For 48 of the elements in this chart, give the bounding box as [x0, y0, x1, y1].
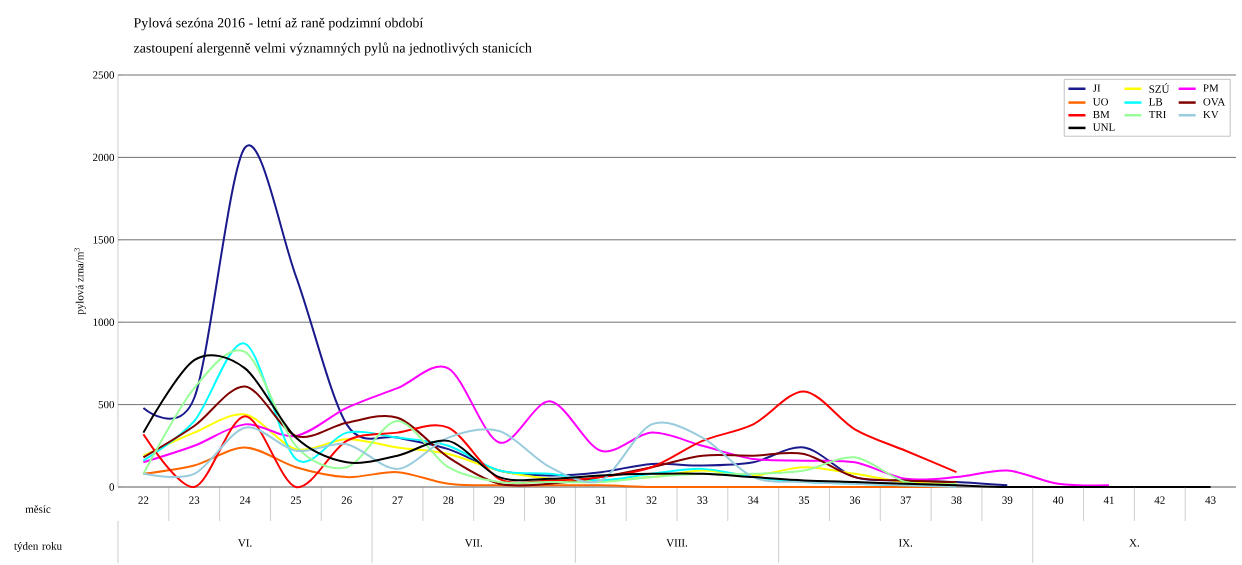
text: VI.	[238, 539, 252, 547]
x-tick-label: 32	[646, 496, 657, 504]
legend-label: TRI	[1148, 110, 1166, 119]
x-tick-label: 27	[392, 496, 403, 504]
x-tick-label: 42	[1154, 496, 1165, 504]
x-tick-label: 22	[138, 496, 149, 504]
x-tick-label: 33	[697, 496, 708, 504]
legend-label: BM	[1093, 110, 1110, 119]
x-tick-label: 28	[443, 496, 454, 504]
text: IX.	[898, 539, 913, 547]
legend-label: SZÚ	[1149, 83, 1170, 93]
y-tick-label: 0	[109, 483, 115, 491]
legend-label: OVA	[1203, 98, 1226, 106]
x-tick-label: 26	[341, 496, 352, 504]
x-tick-label: 41	[1103, 496, 1114, 504]
text: VIII.	[666, 539, 688, 547]
legend-label: PM	[1203, 84, 1219, 92]
x-tick-label: 38	[951, 496, 962, 504]
y-tick-label: 2500	[93, 71, 115, 79]
chart-subtitle: zastoupení alergenně velmi významných pylů na jednotlivých stanicích	[133, 42, 532, 56]
x-tick-label: 29	[494, 496, 505, 504]
chart-title: Pylová sezóna 2016 - letní až raně podzimní období	[133, 17, 424, 31]
x-tick-label: 37	[900, 496, 911, 504]
x-tick-label: 39	[1002, 496, 1013, 504]
legend-label: JI	[1092, 84, 1101, 92]
x-tick-label: 35	[799, 496, 810, 504]
legend-label: LB	[1149, 98, 1163, 106]
x-tick-label: 30	[545, 496, 556, 504]
legend-label: UNL	[1092, 123, 1115, 131]
text: týden roku	[14, 542, 62, 552]
x-tick-label: 36	[849, 496, 861, 504]
y-tick-label: 2000	[93, 153, 115, 162]
text: X.	[1129, 539, 1139, 547]
x-tick-label: 24	[240, 496, 251, 504]
legend-label: KV	[1203, 110, 1219, 119]
x-tick-label: 34	[748, 496, 759, 504]
text: VII.	[464, 539, 482, 547]
x-tick-label: 25	[290, 496, 301, 504]
x-tick-label: 43	[1205, 496, 1216, 504]
x-tick-label: 23	[189, 496, 200, 504]
y-tick-label: 1000	[93, 318, 115, 326]
y-axis-title: pylová zrna/m$^{3}$	[74, 248, 86, 315]
y-tick-label: 1500	[93, 236, 115, 244]
legend-label: UO	[1092, 98, 1109, 106]
y-tick-label: 500	[98, 400, 115, 409]
x-tick-label: 40	[1052, 496, 1064, 504]
text: měsíc	[25, 505, 51, 513]
x-tick-label: 31	[595, 496, 606, 504]
